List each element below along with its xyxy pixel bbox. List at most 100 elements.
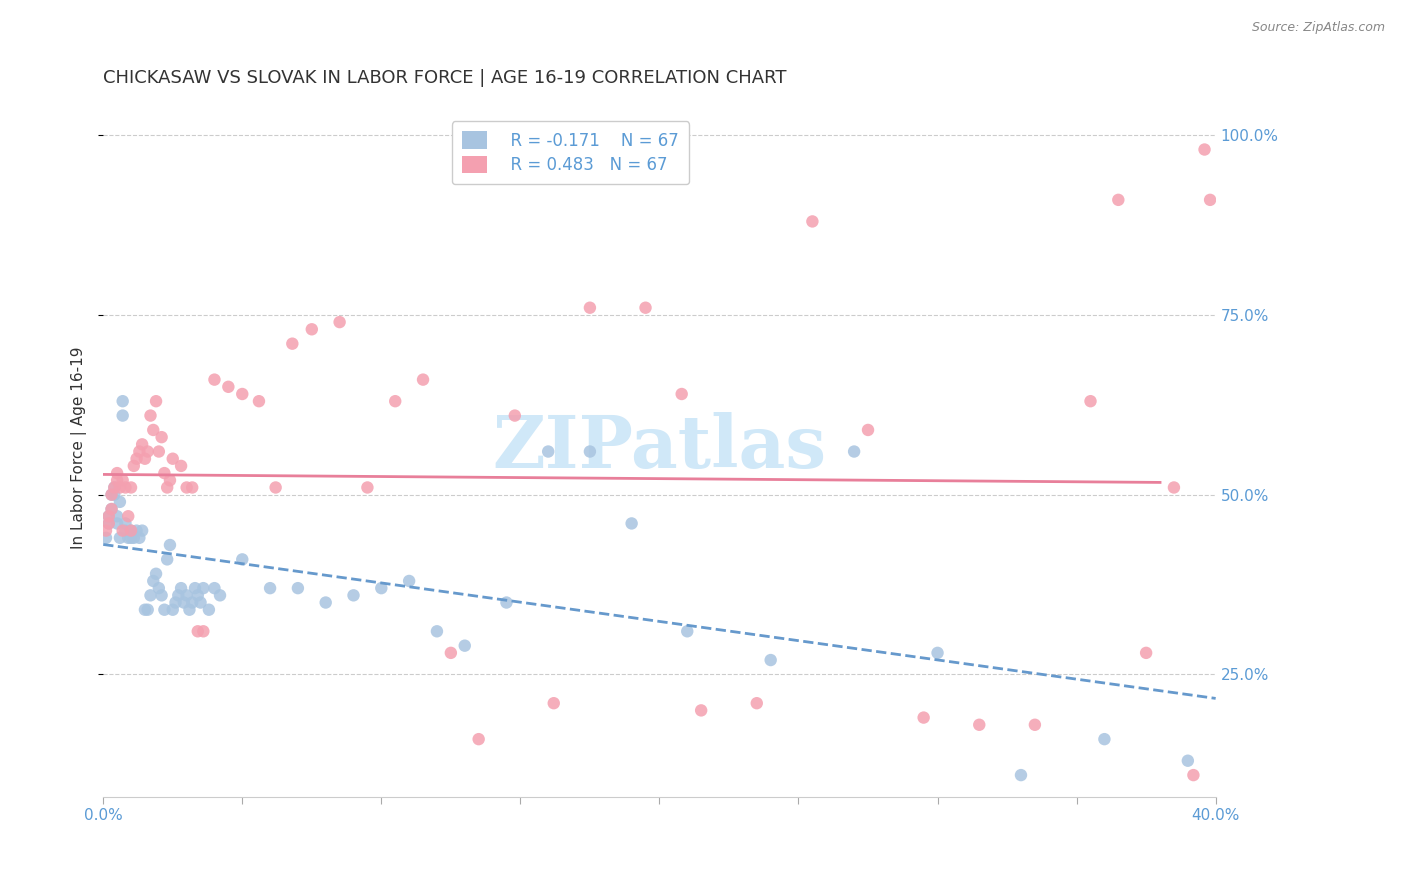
Point (100, 502, 122, 516)
Legend:   R = -0.171    N = 67,   R = 0.483   N = 67: R = -0.171 N = 67, R = 0.483 N = 67 (451, 121, 689, 185)
Point (1010, 768, 1032, 782)
Point (1182, 768, 1205, 782)
Point (145, 566, 167, 581)
Point (128, 531, 150, 545)
Point (94, 531, 117, 545)
Point (620, 516, 643, 531)
Point (1163, 481, 1185, 495)
Point (156, 552, 179, 566)
Point (100, 488, 122, 502)
Point (114, 524, 136, 538)
Point (208, 588, 231, 602)
Point (134, 603, 156, 617)
Point (503, 409, 526, 423)
Point (759, 653, 782, 667)
Point (193, 624, 215, 639)
Point (165, 595, 187, 609)
Point (370, 581, 392, 595)
Text: Source: ZipAtlas.com: Source: ZipAtlas.com (1251, 21, 1385, 34)
Point (426, 624, 449, 639)
Point (136, 603, 159, 617)
Point (108, 495, 131, 509)
Point (122, 531, 145, 545)
Point (412, 373, 434, 387)
Point (128, 444, 150, 458)
Point (1177, 754, 1199, 768)
Point (856, 423, 879, 437)
Point (125, 524, 148, 538)
Point (1194, 143, 1216, 157)
Point (301, 322, 323, 336)
Point (114, 481, 136, 495)
Point (467, 732, 489, 747)
Point (156, 481, 179, 495)
Point (167, 588, 190, 602)
Point (105, 516, 128, 531)
Point (108, 481, 131, 495)
Point (676, 624, 699, 639)
Point (103, 481, 125, 495)
Point (329, 315, 352, 329)
Point (120, 524, 142, 538)
Point (1080, 394, 1102, 409)
Point (100, 488, 122, 502)
Point (927, 646, 949, 660)
Point (111, 394, 134, 409)
Point (103, 488, 125, 502)
Point (495, 595, 517, 609)
Point (181, 481, 204, 495)
Point (912, 710, 935, 724)
Point (454, 639, 477, 653)
Point (579, 301, 602, 315)
Point (1199, 193, 1222, 207)
Point (120, 481, 142, 495)
Point (97, 516, 120, 531)
Point (315, 595, 337, 609)
Point (281, 336, 304, 351)
Point (159, 538, 181, 552)
Point (150, 430, 173, 444)
Point (231, 552, 253, 566)
Point (125, 451, 148, 466)
Point (181, 595, 204, 609)
Point (111, 409, 134, 423)
Point (579, 444, 602, 458)
Point (97, 509, 120, 524)
Point (148, 444, 170, 458)
Point (97, 509, 120, 524)
Point (105, 466, 128, 480)
Point (150, 588, 173, 602)
Text: CHICKASAW VS SLOVAK IN LABOR FORCE | AGE 16-19 CORRELATION CHART: CHICKASAW VS SLOVAK IN LABOR FORCE | AGE… (103, 69, 787, 87)
Point (111, 524, 134, 538)
Point (108, 531, 131, 545)
Point (142, 423, 165, 437)
Point (204, 373, 226, 387)
Point (671, 387, 693, 401)
Point (153, 603, 176, 617)
Point (187, 624, 209, 639)
Point (1135, 646, 1157, 660)
Point (105, 473, 128, 487)
Point (173, 595, 195, 609)
Y-axis label: In Labor Force | Age 16-19: In Labor Force | Age 16-19 (72, 347, 87, 549)
Point (184, 581, 207, 595)
Point (131, 524, 153, 538)
Point (114, 516, 136, 531)
Point (537, 444, 560, 458)
Point (264, 481, 287, 495)
Point (190, 595, 212, 609)
Point (94, 524, 117, 538)
Point (204, 581, 226, 595)
Point (162, 603, 184, 617)
Point (117, 509, 139, 524)
Point (384, 394, 406, 409)
Point (745, 696, 768, 710)
Point (690, 703, 713, 717)
Point (170, 458, 193, 473)
Point (139, 588, 162, 602)
Point (179, 603, 201, 617)
Point (842, 444, 865, 458)
Point (247, 394, 270, 409)
Point (634, 301, 657, 315)
Point (111, 473, 134, 487)
